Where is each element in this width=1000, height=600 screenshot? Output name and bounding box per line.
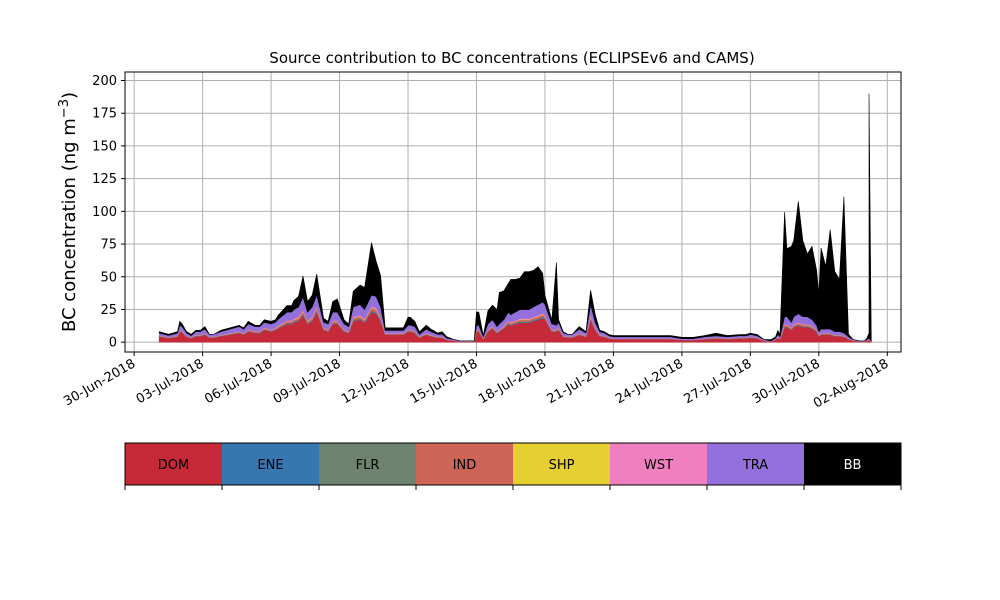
x-tick-label: 27-Jul-2018 xyxy=(682,356,755,407)
legend-label-flr: FLR xyxy=(356,458,380,473)
y-axis-label: BC concentration (ng m−3) xyxy=(57,92,80,332)
legend-swatch-tra xyxy=(707,443,804,485)
legend-label-wst: WST xyxy=(644,458,673,473)
legend-swatch-shp xyxy=(513,443,610,485)
y-axis-ticks: 0 25 50 75 100 125 150 175 200 xyxy=(92,74,125,351)
legend-swatch-wst xyxy=(610,443,707,485)
legend-swatch-dom xyxy=(125,443,222,485)
legend-swatch-ene xyxy=(222,443,319,485)
legend-label-dom: DOM xyxy=(158,458,189,473)
grid-lines xyxy=(125,72,901,352)
x-tick-label: 06-Jul-2018 xyxy=(202,356,275,407)
source-legend: DOM ENE FLR IND SHP WST TRA BB xyxy=(124,442,902,490)
y-tick-label: 150 xyxy=(92,139,117,154)
legend-swatch-flr xyxy=(319,443,416,485)
y-axis-label-main: BC concentration (ng m xyxy=(59,118,80,332)
x-axis-ticks: 30-Jun-201803-Jul-201806-Jul-201809-Jul-… xyxy=(61,352,891,412)
legend-label-ind: IND xyxy=(453,458,477,473)
x-tick-label: 24-Jul-2018 xyxy=(613,356,686,407)
y-tick-label: 200 xyxy=(92,74,117,89)
y-tick-label: 25 xyxy=(100,303,117,318)
x-tick-label: 03-Jul-2018 xyxy=(134,356,207,407)
x-tick-label: 12-Jul-2018 xyxy=(339,356,412,407)
x-tick-label: 09-Jul-2018 xyxy=(271,356,344,407)
x-tick-label: 18-Jul-2018 xyxy=(476,356,549,407)
legend-label-ene: ENE xyxy=(257,458,283,473)
x-tick-label: 02-Aug-2018 xyxy=(811,356,891,411)
x-tick-label: 30-Jun-2018 xyxy=(61,356,138,409)
plot-frame xyxy=(124,71,902,353)
legend-swatch-bb xyxy=(804,443,901,485)
legend-label-tra: TRA xyxy=(742,458,768,473)
area-bb xyxy=(158,93,872,342)
y-tick-label: 50 xyxy=(100,270,117,285)
y-tick-label: 125 xyxy=(92,172,117,187)
legend-label-bb: BB xyxy=(844,458,862,473)
y-tick-label: 0 xyxy=(109,336,117,351)
y-tick-label: 100 xyxy=(92,205,117,220)
y-axis-label-superscript: −3 xyxy=(57,99,72,118)
y-axis-label-close: ) xyxy=(59,92,80,99)
legend-swatch-ind xyxy=(416,443,513,485)
x-tick-label: 15-Jul-2018 xyxy=(408,356,481,407)
y-tick-label: 175 xyxy=(92,107,117,122)
stacked-areas xyxy=(158,93,872,343)
x-tick-label: 21-Jul-2018 xyxy=(545,356,618,407)
y-tick-label: 75 xyxy=(100,238,117,253)
chart-title: Source contribution to BC concentrations… xyxy=(269,49,754,67)
legend-label-shp: SHP xyxy=(549,458,575,473)
